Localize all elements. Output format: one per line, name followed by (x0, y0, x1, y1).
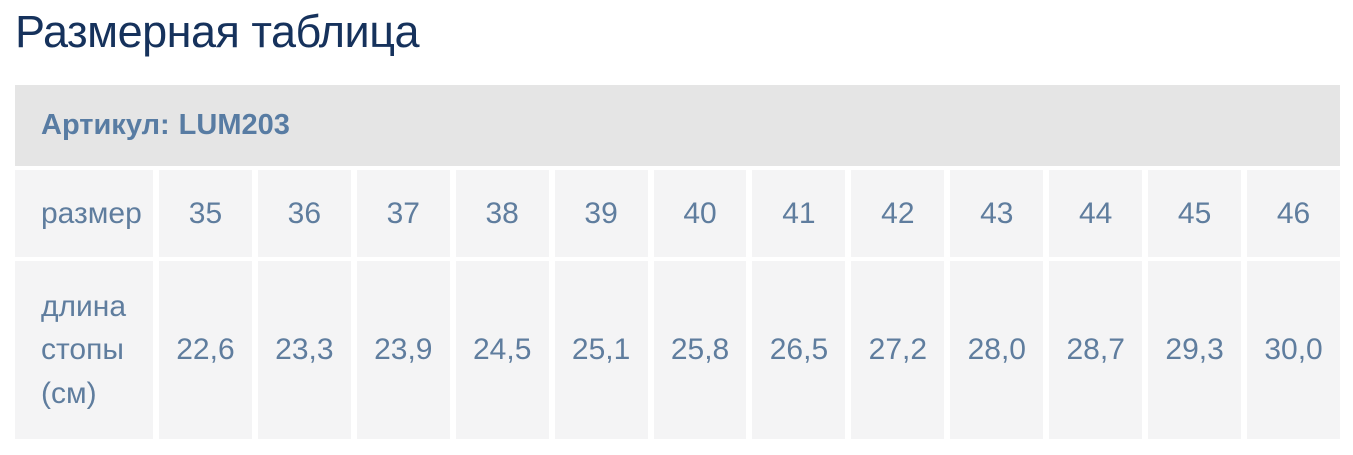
foot-length-value-46: 30,0 (1247, 261, 1340, 439)
foot-length-value-43: 28,0 (950, 261, 1044, 439)
size-value-42: 42 (851, 170, 945, 257)
size-value-43: 43 (950, 170, 1044, 257)
foot-length-value-40: 25,8 (653, 261, 747, 439)
article-row: Артикул: LUM203 (15, 85, 1340, 166)
foot-length-value-35: 22,6 (159, 261, 252, 439)
size-value-45: 45 (1148, 170, 1242, 257)
foot-length-value-38: 24,5 (455, 261, 549, 439)
foot-length-value-36: 23,3 (257, 261, 351, 439)
article-value: LUM203 (178, 109, 290, 141)
size-value-39: 39 (554, 170, 648, 257)
foot-length-row-header: длина стопы (см) (15, 261, 153, 439)
size-value-37: 37 (356, 170, 450, 257)
size-value-36: 36 (257, 170, 351, 257)
size-value-40: 40 (653, 170, 747, 257)
size-value-35: 35 (159, 170, 252, 257)
foot-length-value-37: 23,9 (356, 261, 450, 439)
foot-length-value-42: 27,2 (851, 261, 945, 439)
size-value-41: 41 (752, 170, 846, 257)
foot-length-value-45: 29,3 (1148, 261, 1242, 439)
foot-length-value-44: 28,7 (1049, 261, 1143, 439)
size-table: Артикул: LUM203 размер 35 36 37 38 39 40… (15, 85, 1340, 439)
page-title: Размерная таблица (15, 6, 420, 57)
size-value-38: 38 (455, 170, 549, 257)
size-value-46: 46 (1247, 170, 1340, 257)
foot-length-value-39: 25,1 (554, 261, 648, 439)
foot-length-value-41: 26,5 (752, 261, 846, 439)
article-label: Артикул: (41, 109, 170, 141)
size-row-header: размер (15, 170, 153, 257)
size-value-44: 44 (1049, 170, 1143, 257)
